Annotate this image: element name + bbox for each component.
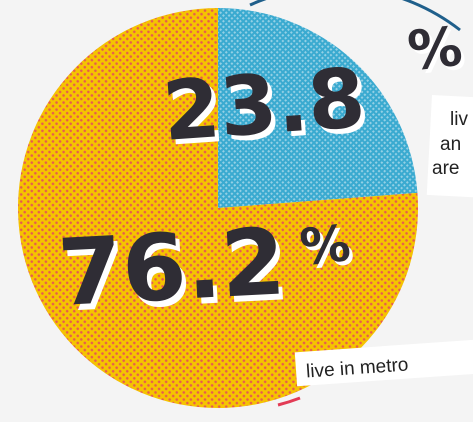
svg-text:76.2: 76.2 (60, 214, 292, 333)
slice-label-yellow: 76.2 76.2 (56, 208, 293, 333)
svg-text:%: % (301, 218, 357, 281)
slice-unit-yellow: % (297, 214, 353, 277)
callout-blue-line-1: liv (450, 109, 468, 130)
pie-slice-blue (218, 8, 418, 208)
callout-blue: liv an are (426, 94, 473, 199)
ring-bottom-arc (277, 396, 301, 407)
slice-value-yellow: 76.2 (56, 208, 288, 327)
svg-text:%: % (408, 18, 468, 86)
pie-slice-yellow (17, 8, 419, 409)
slice-pct-yellow: % % (297, 214, 356, 281)
callout-blue-line-2: an (440, 134, 461, 155)
slice-unit-blue: % (405, 15, 465, 83)
callout-yellow: live in metro (294, 339, 473, 387)
slice-value-blue: 23.8 (160, 51, 368, 160)
callout-blue-line-3: are (432, 158, 459, 179)
ring-top-arc (249, 0, 461, 32)
slice-pct-blue: % % (405, 15, 469, 87)
svg-text:23.8: 23.8 (164, 56, 372, 165)
slice-label-blue: 23.8 23.8 (160, 51, 373, 165)
